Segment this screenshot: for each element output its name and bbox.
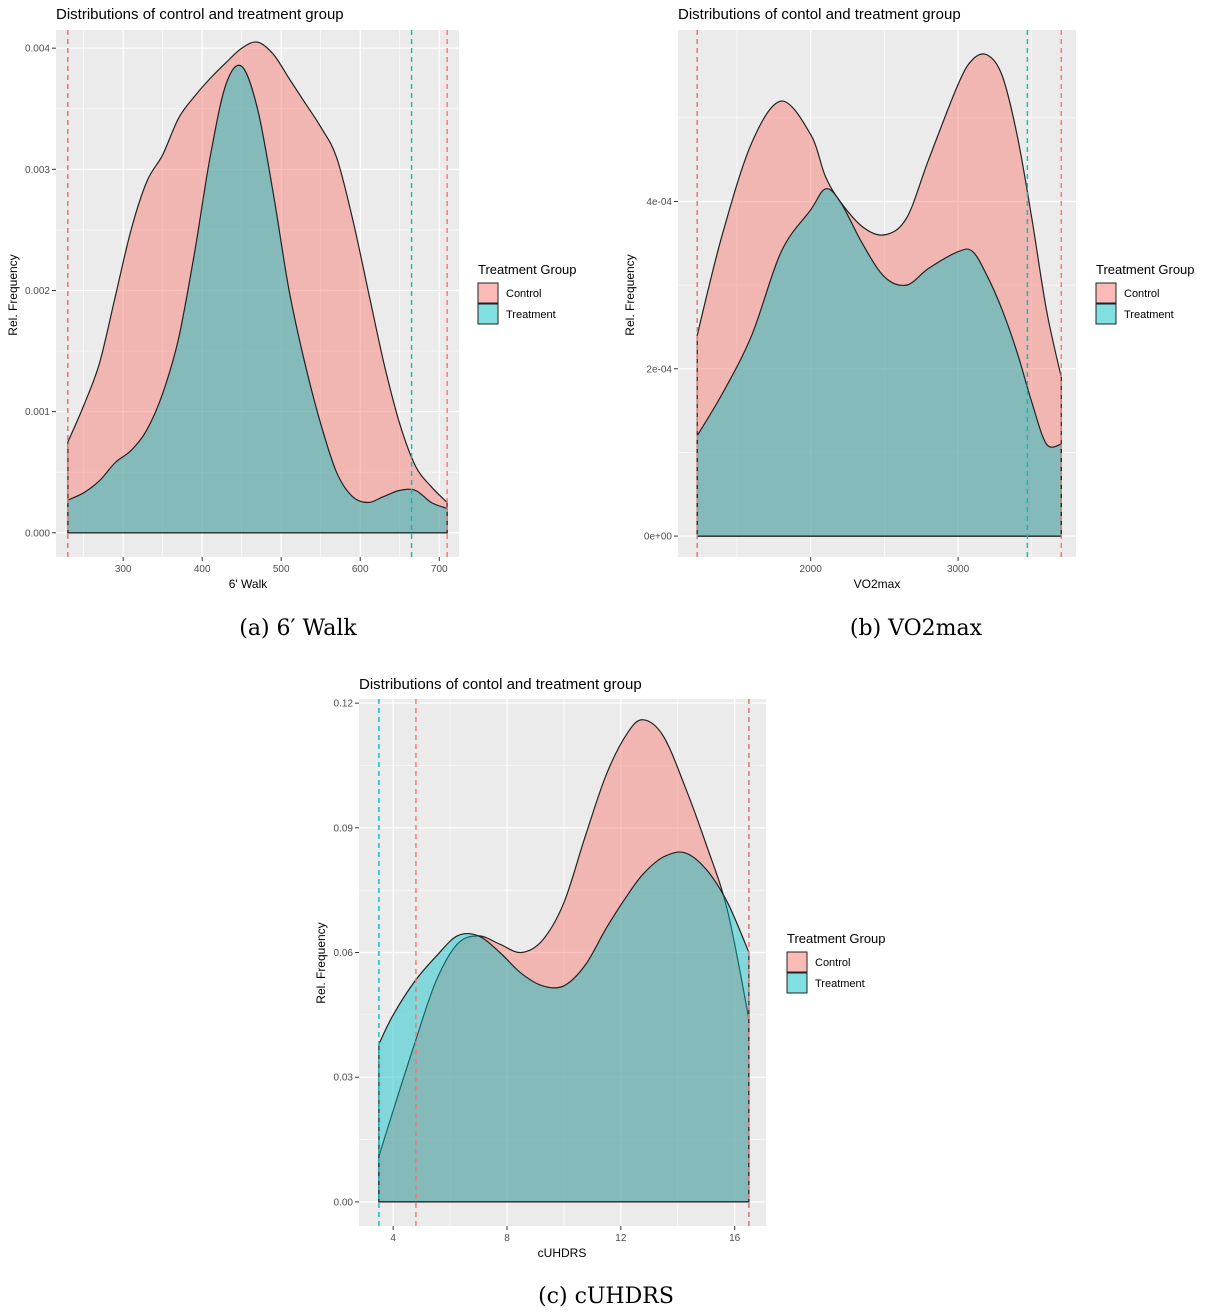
x-axis-title: cUHDRS	[538, 1246, 587, 1260]
legend-swatch-control	[786, 951, 808, 973]
density-series	[696, 53, 1062, 537]
y-tick-label: 0e+00	[644, 532, 673, 543]
legend-label-treatment: Treatment	[1124, 309, 1174, 321]
density-series	[378, 719, 750, 1203]
x-tick-label: 16	[729, 1233, 741, 1244]
x-tick-label: 3000	[947, 564, 970, 575]
axis-ticks: 300 400 500 600 700 0.000 0.001 0.002 0.003 0.004	[25, 44, 448, 575]
x-tick-label: 400	[194, 564, 211, 575]
legend-label-control: Control	[1124, 288, 1159, 300]
chart-cuhdrs: Distributions of contol and treatment gr…	[314, 676, 886, 1309]
x-tick-label: 2000	[800, 564, 823, 575]
x-tick-label: 4	[390, 1233, 396, 1244]
x-axis-title: 6' Walk	[229, 577, 269, 591]
x-tick-label: 600	[352, 564, 369, 575]
legend-swatch-control	[1095, 282, 1117, 304]
x-tick-label: 500	[273, 564, 290, 575]
y-tick-label: 0.09	[334, 823, 354, 834]
density-area-control	[696, 53, 1062, 537]
density-area-control	[378, 719, 750, 1203]
legend-title: Treatment Group	[787, 931, 886, 946]
chart-6-walk: Distributions of control and treatment g…	[6, 6, 577, 641]
legend: Treatment Group Control Treatment	[1095, 262, 1195, 325]
y-tick-label: 0.001	[25, 407, 50, 418]
x-axis-title: VO2max	[854, 577, 901, 591]
chart-title: Distributions of contol and treatment gr…	[678, 6, 961, 23]
y-tick-label: 0.03	[334, 1073, 354, 1084]
legend: Treatment Group Control Treatment	[477, 262, 577, 325]
caption: (b) VO2max	[850, 616, 983, 641]
legend-swatch-treatment	[477, 303, 499, 325]
x-tick-label: 12	[615, 1233, 627, 1244]
cutoff-lines	[696, 30, 1062, 557]
y-tick-label: 4e-04	[646, 197, 672, 208]
legend-label-treatment: Treatment	[506, 309, 556, 321]
x-tick-label: 300	[115, 564, 132, 575]
legend-title: Treatment Group	[478, 262, 577, 277]
density-area-treatment	[696, 188, 1062, 537]
density-series	[67, 41, 448, 534]
x-tick-label: 8	[504, 1233, 510, 1244]
y-tick-label: 0.000	[25, 528, 50, 539]
y-tick-label: 0.003	[25, 165, 50, 176]
legend-label-treatment: Treatment	[815, 978, 865, 990]
legend-swatch-treatment	[786, 972, 808, 994]
chart-title: Distributions of control and treatment g…	[56, 6, 344, 23]
y-tick-label: 0.06	[334, 948, 354, 959]
density-area-control	[67, 41, 448, 534]
caption: (a) 6′ Walk	[239, 616, 357, 641]
y-axis-title: Rel. Frequency	[6, 254, 20, 335]
chart-title: Distributions of contol and treatment gr…	[359, 676, 642, 693]
cutoff-lines	[67, 30, 448, 557]
grid-lines	[359, 699, 766, 1226]
cutoff-lines	[378, 699, 750, 1226]
legend-title: Treatment Group	[1096, 262, 1195, 277]
legend-label-control: Control	[506, 288, 541, 300]
y-tick-label: 0.004	[25, 44, 50, 55]
y-axis-title: Rel. Frequency	[623, 254, 637, 335]
x-tick-label: 700	[431, 564, 448, 575]
axis-ticks: 2000 3000 0e+00 2e-04 4e-04	[644, 197, 970, 575]
y-axis-title: Rel. Frequency	[314, 922, 328, 1003]
y-tick-label: 0.002	[25, 286, 50, 297]
chart-vo2max: Distributions of contol and treatment gr…	[623, 6, 1195, 641]
density-area-treatment	[378, 851, 750, 1203]
y-tick-label: 0.00	[334, 1197, 354, 1208]
legend: Treatment Group Control Treatment	[786, 931, 886, 994]
legend-swatch-control	[477, 282, 499, 304]
y-tick-label: 0.12	[334, 699, 354, 710]
legend-swatch-treatment	[1095, 303, 1117, 325]
caption: (c) cUHDRS	[538, 1284, 674, 1309]
y-tick-label: 2e-04	[646, 364, 672, 375]
plot-panel	[359, 699, 766, 1226]
density-area-treatment	[67, 64, 448, 534]
axis-ticks: 4 8 12 16 0.00 0.03 0.06 0.09 0.12	[334, 699, 741, 1244]
legend-label-control: Control	[815, 957, 850, 969]
